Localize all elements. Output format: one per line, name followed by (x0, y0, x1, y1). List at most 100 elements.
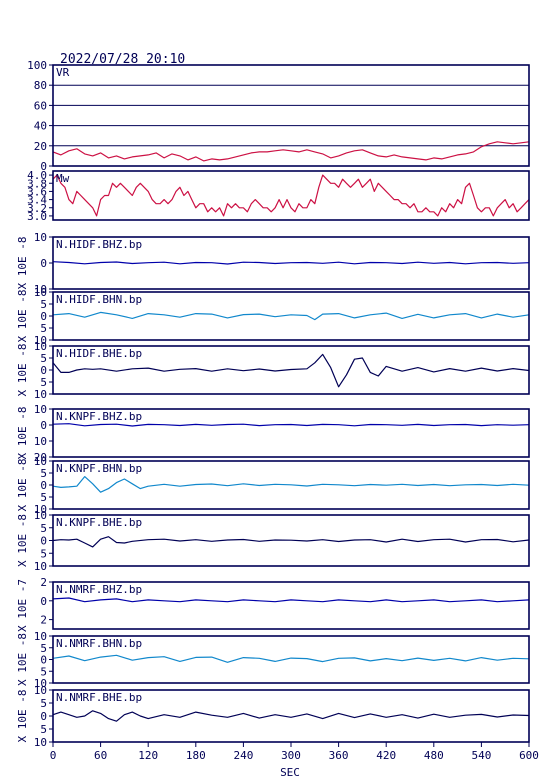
panel-2: 3.03.23.43.63.84.0 Mw (27, 169, 530, 223)
y-tick-label: 5 (40, 723, 47, 736)
y-tick-label: 0 (40, 654, 47, 667)
panel-frame (52, 514, 530, 567)
y-tick-label: 2 (40, 576, 47, 589)
panel-label: N.KNPF.BHE.bp (56, 516, 142, 529)
panel-frame (52, 581, 530, 630)
y-axis-unit-label: X 10E -8 (16, 633, 29, 686)
panel-1: 0 20 40 60 80 100 VR (27, 59, 530, 173)
panel-frame (52, 460, 530, 510)
y-tick-label: 5 (40, 697, 47, 710)
panel-label: N.KNPF.BHZ.bp (56, 410, 142, 423)
y-tick-label: 0 (40, 595, 47, 608)
y-axis-unit-label: X 10E -8 (16, 237, 29, 290)
series-line (52, 311, 530, 321)
x-tick-label: 180 (186, 749, 206, 762)
panel-frame (52, 635, 530, 684)
y-tick-label: 20 (34, 451, 47, 464)
panel-label: N.NMRF.BHN.bp (56, 637, 142, 650)
panel-frame (52, 345, 530, 395)
y-tick-label: 10 (34, 630, 47, 643)
panel-label: N.NMRF.BHE.bp (56, 691, 142, 704)
y-tick-label: 10 (34, 503, 47, 516)
panel-background (53, 636, 529, 683)
x-axis-label: SEC (280, 766, 300, 779)
panel-label: N.HIDF.BHN.bp (56, 293, 142, 306)
y-axis-unit-label: X 10E -7 (16, 579, 29, 632)
y-tick-label: 10 (34, 677, 47, 690)
panel-label: Mw (56, 172, 70, 185)
series-line (52, 597, 530, 603)
y-tick-label: 0 (40, 310, 47, 323)
y-tick-label: 0 (40, 364, 47, 377)
y-tick-label: 5 (40, 322, 47, 335)
x-axis: 0 60 120 180 240 300 360 420 480 540 600 (50, 742, 539, 762)
header-timestamp: 2022/07/28 20:10 (60, 52, 185, 67)
series-line (52, 654, 530, 663)
y-tick-label: 40 (34, 120, 47, 133)
y-tick-label: 60 (34, 99, 47, 112)
panel-label: N.HIDF.BHZ.bp (56, 238, 142, 251)
panel-background (53, 582, 529, 629)
y-axis-unit-label: X 10E -8 (16, 459, 29, 512)
y-tick-label: 5 (40, 376, 47, 389)
panel-3: 10 0 10 N.HIDF.BHZ.bp X 10E -8 (16, 231, 530, 296)
y-tick-label: 5 (40, 352, 47, 365)
x-tick-label: 0 (50, 749, 57, 762)
y-tick-label: 3.0 (27, 210, 47, 223)
y-tick-label: 10 (34, 403, 47, 416)
y-axis-unit-label: X 10E -8 (16, 344, 29, 397)
panel-background (53, 409, 529, 457)
panel-9: 2 0 2 N.NMRF.BHZ.bp X 10E -7 (16, 576, 530, 632)
x-tick-label: 360 (329, 749, 349, 762)
y-tick-label: 5 (40, 522, 47, 535)
series-line (52, 141, 530, 162)
y-tick-label: 5 (40, 491, 47, 504)
y-tick-label: 10 (34, 231, 47, 244)
panel-frame (52, 64, 530, 167)
y-tick-label: 0 (40, 419, 47, 432)
panel-6: 20 10 0 10 N.KNPF.BHZ.bp X 10E -8 (16, 403, 530, 464)
y-tick-label: 10 (34, 283, 47, 296)
y-tick-label: 10 (34, 286, 47, 299)
y-tick-label: 80 (34, 79, 47, 92)
y-tick-label: 10 (34, 560, 47, 573)
panel-label: VR (56, 66, 70, 79)
panel-background (53, 690, 529, 742)
y-tick-label: 10 (34, 435, 47, 448)
series-line (52, 353, 530, 388)
x-tick-label: 600 (519, 749, 539, 762)
y-tick-label: 100 (27, 59, 47, 72)
series-line (52, 174, 530, 217)
y-tick-label: 10 (34, 388, 47, 401)
series-line (52, 261, 530, 265)
y-tick-label: 3.2 (27, 202, 47, 215)
y-tick-label: 10 (34, 455, 47, 468)
x-tick-label: 240 (233, 749, 253, 762)
series-line (52, 423, 530, 427)
y-tick-label: 0 (40, 257, 47, 270)
y-tick-label: 2 (40, 614, 47, 627)
panel-frame (52, 291, 530, 341)
panel-label: N.NMRF.BHZ.bp (56, 583, 142, 596)
y-tick-label: 0 (40, 160, 47, 173)
x-tick-label: 540 (471, 749, 491, 762)
y-tick-label: 5 (40, 547, 47, 560)
panel-label: N.HIDF.BHE.bp (56, 347, 142, 360)
panel-label: N.KNPF.BHN.bp (56, 462, 142, 475)
y-tick-label: 5 (40, 665, 47, 678)
x-tick-label: 120 (138, 749, 158, 762)
y-tick-label: 3.8 (27, 177, 47, 190)
y-tick-label: 10 (34, 334, 47, 347)
y-tick-label: 4.0 (27, 169, 47, 182)
y-tick-label: 5 (40, 467, 47, 480)
y-tick-label: 0 (40, 535, 47, 548)
x-tick-label: 420 (376, 749, 396, 762)
y-tick-label: 10 (34, 684, 47, 697)
y-tick-label: 10 (34, 509, 47, 522)
